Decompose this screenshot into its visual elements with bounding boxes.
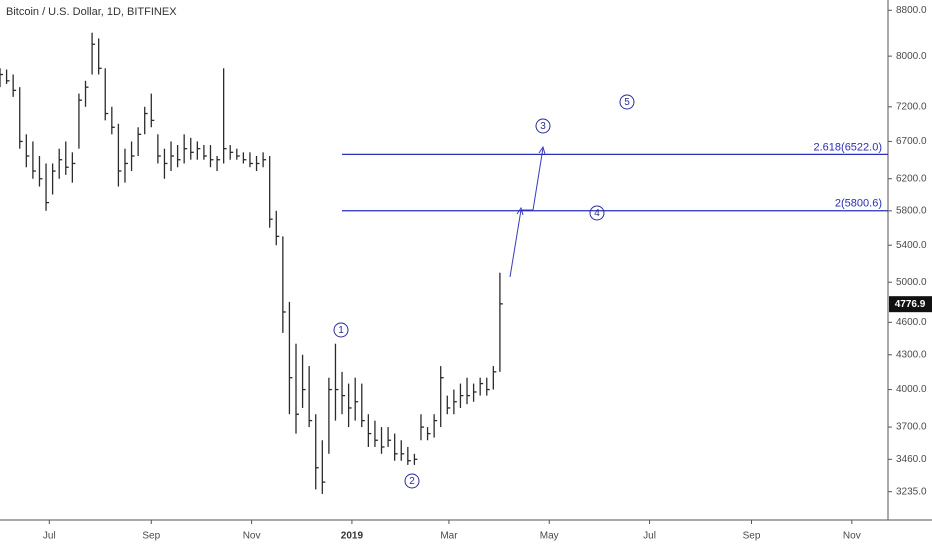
projection	[509, 145, 546, 278]
y-tick-label: 6200.0	[896, 173, 927, 184]
last-price-label: 4776.9	[895, 299, 926, 310]
arrow-head	[538, 145, 546, 155]
y-tick-label: 4000.0	[896, 384, 927, 395]
wave-label: 5	[624, 97, 630, 108]
wave-label: 1	[338, 325, 344, 336]
arrow-head	[516, 206, 524, 216]
wave-circle	[333, 322, 349, 338]
wave-label: 3	[540, 121, 546, 132]
y-tick-label: 3460.0	[896, 454, 927, 465]
x-tick-label: Nov	[843, 531, 861, 542]
y-tick-label: 5400.0	[896, 240, 927, 251]
last-price-box	[889, 296, 932, 313]
wave-circle	[404, 473, 420, 489]
x-tick-label: Jul	[43, 531, 56, 542]
y-tick-label: 7200.0	[896, 101, 927, 112]
x-tick-label: 2019	[341, 531, 364, 542]
y-tick-label: 3235.0	[896, 486, 927, 497]
x-tick-label: May	[540, 531, 559, 542]
y-tick-label: 3700.0	[896, 422, 927, 433]
projection-arrow	[509, 209, 522, 278]
projection-arrow	[532, 147, 544, 211]
y-tick-label: 4600.0	[896, 317, 927, 328]
wave-circle	[535, 118, 551, 134]
chart-title: Bitcoin / U.S. Dollar, 1D, BITFINEX	[6, 6, 177, 18]
wave-circle	[619, 94, 635, 110]
y-tick-label: 5000.0	[896, 277, 927, 288]
y-tick-label: 5800.0	[896, 205, 927, 216]
x-tick-label: Sep	[743, 531, 761, 542]
x-tick-label: Jul	[643, 531, 656, 542]
x-tick-label: Nov	[243, 531, 261, 542]
wave-label: 4	[594, 208, 600, 219]
x-tick-label: Sep	[142, 531, 160, 542]
wave-circle	[589, 205, 605, 221]
y-tick-label: 8000.0	[896, 51, 927, 62]
y-tick-label: 4300.0	[896, 349, 927, 360]
level-label: 2(5800.6)	[835, 198, 882, 210]
level-label: 2.618(6522.0)	[814, 141, 883, 153]
wave-labels: 1 2 3 4 5	[333, 94, 635, 489]
y-tick-label: 8800.0	[896, 5, 927, 16]
y-tick-label: 6700.0	[896, 136, 927, 147]
wave-label: 2	[409, 476, 415, 487]
x-tick-label: Mar	[440, 531, 458, 542]
